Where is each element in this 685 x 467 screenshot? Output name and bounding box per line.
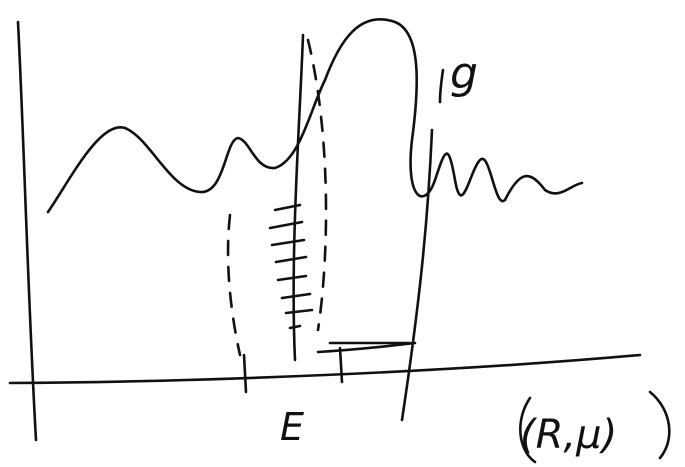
sketch: g E (R,μ) (0, 0, 685, 467)
y-axis (18, 22, 36, 440)
ticks (244, 348, 342, 392)
paren-right (650, 392, 669, 458)
bracket (318, 343, 415, 352)
hatching (270, 205, 312, 328)
vertical-line-g (402, 70, 443, 420)
dashed-line-left (228, 215, 240, 355)
label-e: E (280, 405, 304, 449)
x-axis (10, 355, 640, 383)
label-g: g (450, 48, 478, 99)
label-space: (R,μ) (520, 412, 617, 458)
curve-g (48, 19, 582, 212)
page: {"labels": {"function": "g", "set": "E",… (0, 0, 685, 467)
